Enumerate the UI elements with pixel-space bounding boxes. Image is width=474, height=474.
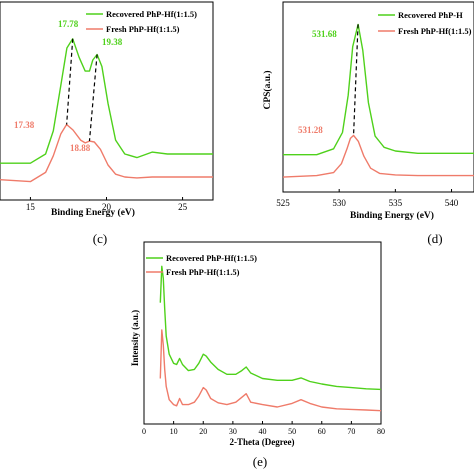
panel-d: 525 530 535 540 Recovered PhP-H Fresh PhP-Hf(… (262, 1, 474, 246)
x-axis-label-d: Binding Energy (eV) (350, 210, 434, 221)
x-tick-label: 15 (26, 202, 36, 212)
x-tick-label: 530 (332, 198, 346, 208)
peak-label: 18.88 (70, 143, 91, 153)
x-tick-label: 20 (199, 427, 207, 436)
peak-shift-dash (352, 24, 359, 136)
x-tick-label: 540 (445, 198, 459, 208)
panel-label-d: (d) (427, 231, 442, 246)
peak-shift-dash (88, 54, 98, 142)
plot-c-marks: 15 20 25 Recovered PhP-Hf(1:1.5) Fresh PhP-H… (0, 9, 213, 212)
x-axis-label-e: 2-Theta (Degree) (229, 437, 294, 447)
panel-label-c: (c) (93, 231, 107, 246)
x-axis-label-c: Binding Energy (eV) (51, 207, 135, 218)
series-line-fresh (0, 123, 213, 183)
plot-d-marks: 525 530 535 540 Recovered PhP-H Fresh PhP-Hf(… (276, 10, 474, 208)
panel-label-e: (e) (253, 454, 267, 469)
legend-label: Fresh PhP-Hf(1:1.5) (398, 26, 472, 36)
peak-label: 17.78 (58, 19, 79, 29)
x-tick-label: 535 (389, 198, 403, 208)
legend-label: Recovered PhP-H (398, 10, 463, 20)
y-axis-label-e: Intensity (a.u.) (130, 310, 140, 366)
legend-label: Fresh PhP-Hf(1:1.5) (166, 267, 240, 277)
x-tick-label: 30 (229, 427, 237, 436)
x-tick-label: 50 (288, 427, 296, 436)
peak-label: 531.28 (298, 125, 323, 135)
peak-label: 531.68 (312, 29, 337, 39)
x-tick-label: 525 (276, 198, 290, 208)
legend-label: Recovered PhP-Hf(1:1.5) (166, 253, 257, 263)
series-line-recovered (0, 38, 213, 164)
x-tick-label: 70 (347, 427, 355, 436)
x-tick-label: 0 (142, 427, 146, 436)
peak-label: 17.38 (14, 120, 35, 130)
y-axis-label-d: CPS(a.u.) (262, 70, 273, 109)
plot-e-marks: 0 10 20 30 40 50 60 70 80 Recovered PhP-Hf(1:1.5)… (142, 253, 385, 436)
panel-c: 15 20 25 Recovered PhP-Hf(1:1.5) Fresh PhP-H… (0, 1, 214, 246)
x-tick-label: 10 (170, 427, 178, 436)
series-line-recovered (159, 265, 382, 391)
peak-label: 19.38 (102, 37, 123, 47)
panel-e: 0 10 20 30 40 50 60 70 80 Recovered PhP-Hf(1:1.5)… (130, 241, 385, 469)
x-tick-label: 60 (318, 427, 326, 436)
plot-frame-d (282, 1, 474, 193)
peak-shift-dash (66, 38, 74, 125)
series-line-fresh (282, 134, 474, 178)
legend-label: Fresh PhP-Hf(1:1.5) (106, 24, 180, 34)
series-line-recovered (283, 23, 474, 156)
x-tick-label: 80 (377, 427, 385, 436)
series-line-fresh (159, 329, 382, 412)
legend-label: Recovered PhP-Hf(1:1.5) (106, 9, 197, 19)
x-tick-label: 20 (102, 202, 112, 212)
x-tick-label: 40 (259, 427, 267, 436)
x-tick-label: 25 (178, 202, 188, 212)
